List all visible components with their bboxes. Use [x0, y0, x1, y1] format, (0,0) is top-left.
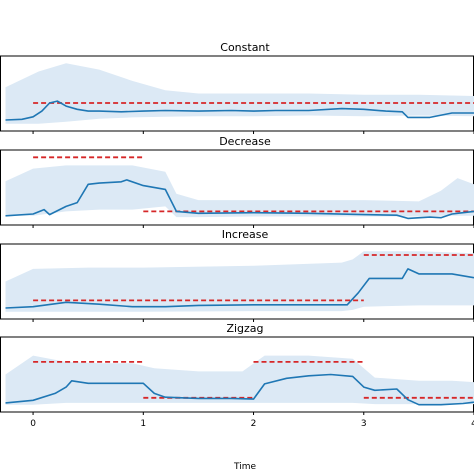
panel-title: Zigzag — [226, 322, 263, 335]
prediction-line — [5, 179, 474, 220]
panel-zigzag: Zigzag — [0, 322, 474, 415]
prediction-line — [5, 100, 474, 121]
x-axis-label: Time — [233, 462, 256, 472]
panel-title: Increase — [222, 228, 269, 241]
x-axis-ticks: 0 1 2 3 4 — [30, 419, 474, 429]
uncertainty-band — [5, 165, 474, 218]
panel-increase: Increase — [0, 228, 474, 322]
prediction-line — [5, 268, 474, 309]
panel-title: Decrease — [219, 135, 271, 148]
uncertainty-band — [5, 355, 474, 405]
x-tick-label: 3 — [361, 419, 367, 429]
panel-constant: Constant — [0, 41, 474, 134]
uncertainty-band — [5, 63, 474, 124]
panel-decrease: Decrease — [0, 135, 474, 228]
panel-title: Constant — [220, 41, 270, 54]
x-tick-label: 1 — [140, 419, 146, 429]
prediction-line — [5, 373, 474, 406]
x-tick-label: 2 — [251, 419, 257, 429]
x-tick-label: 0 — [30, 419, 36, 429]
uncertainty-band — [5, 251, 474, 312]
x-tick-label: 4 — [471, 419, 474, 429]
